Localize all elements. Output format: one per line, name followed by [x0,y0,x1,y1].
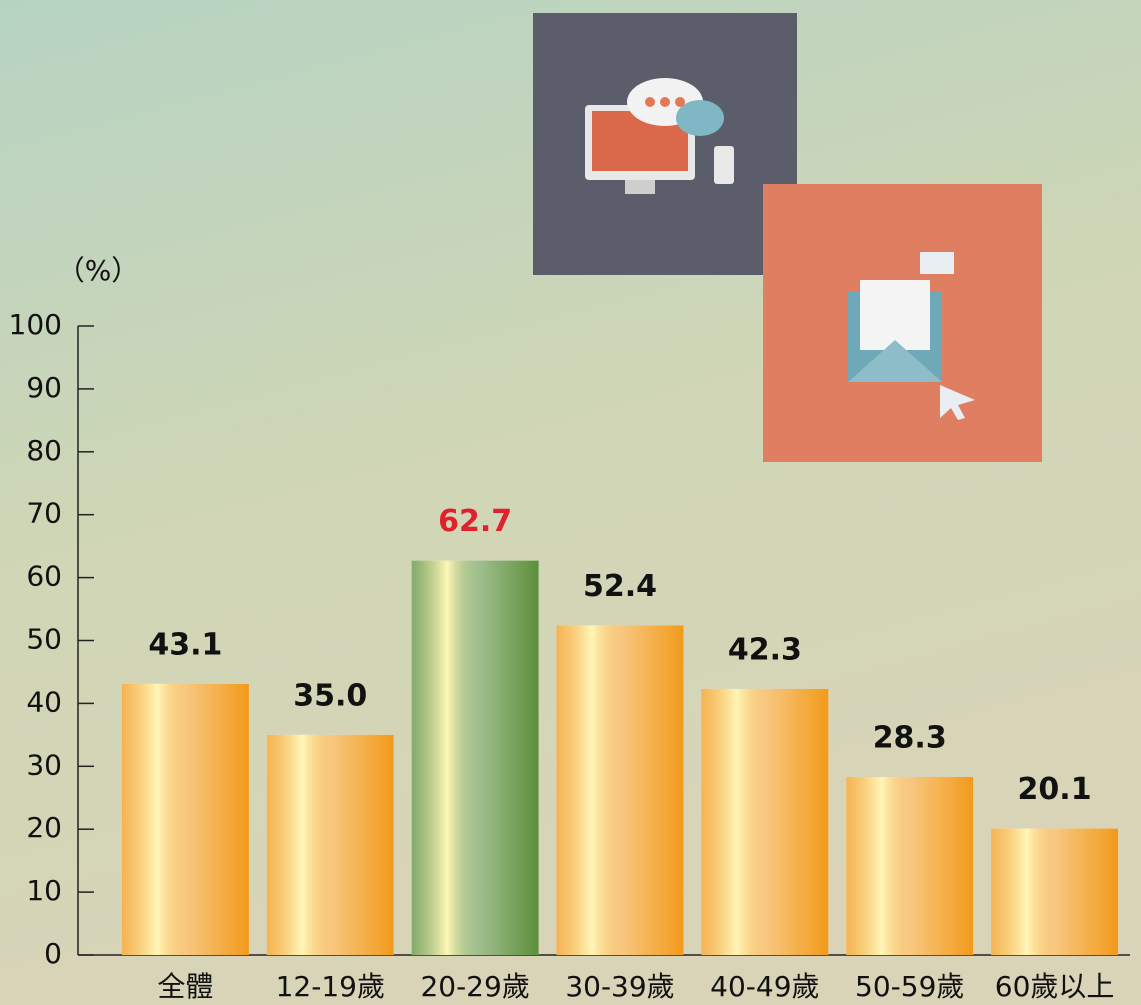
x-tick-label: 12-19歲 [276,970,385,1003]
y-tick-label: 70 [26,497,62,530]
value-label: 52.4 [583,569,657,604]
x-tick-label: 20-29歲 [420,970,529,1003]
value-label: 42.3 [728,632,802,667]
y-tick-label: 0 [44,937,62,970]
value-label: 20.1 [1018,772,1092,807]
chart: （%） 0 10 20 30 40 50 60 70 80 90 100 全體 43.1 12-19歲 35… [0,0,1141,1005]
y-tick-label: 90 [26,371,62,404]
y-tick-label: 80 [26,434,62,467]
value-label: 62.7 [438,504,512,539]
y-tick-label: 10 [26,874,62,907]
x-tick-label: 60歲以上 [995,970,1115,1003]
y-tick-label: 20 [26,811,62,844]
bar [846,777,973,955]
y-axis-label: （%） [57,254,140,287]
page: {"chart_data": {"type": "bar", "y_label"… [0,0,1141,1005]
bar [267,735,394,955]
illustration-media [533,13,797,275]
bar [557,625,684,955]
y-tick-label: 50 [26,623,62,656]
x-tick-label: 40-49歲 [710,970,819,1003]
bar [701,689,828,955]
y-tick-label: 30 [26,748,62,781]
bar [412,561,539,955]
bar [122,684,249,955]
value-label: 28.3 [873,720,947,755]
bar [991,829,1118,955]
x-tick-label: 全體 [157,970,213,1003]
x-tick-label: 30-39歲 [565,970,674,1003]
value-label: 43.1 [148,627,222,662]
value-label: 35.0 [293,678,367,713]
y-tick-label: 60 [26,560,62,593]
y-tick-label: 100 [9,308,62,341]
x-tick-label: 50-59歲 [855,970,964,1003]
y-tick-label: 40 [26,685,62,718]
illustration-mail [763,184,1042,462]
